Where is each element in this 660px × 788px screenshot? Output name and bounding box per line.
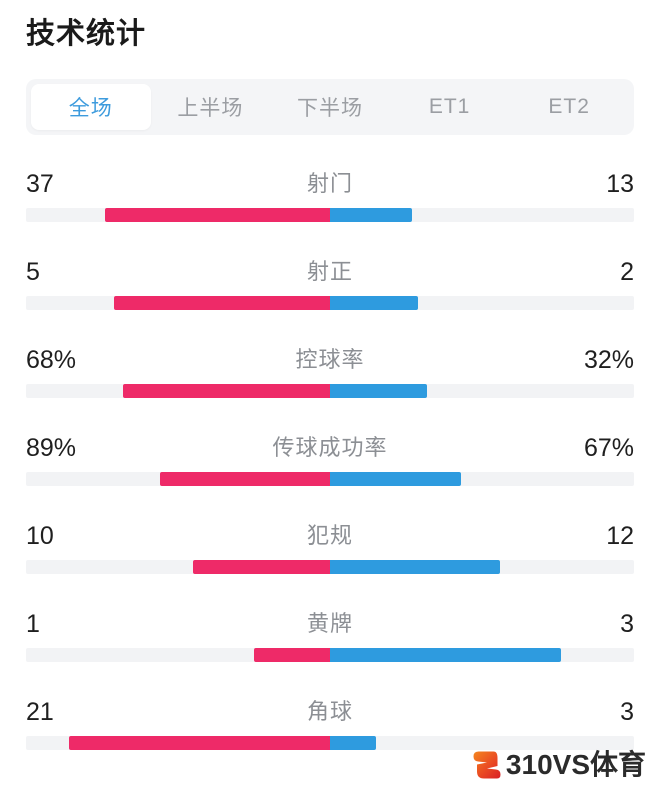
stat-bar-home: [114, 296, 330, 310]
stat-away-value: 2: [620, 258, 634, 286]
stat-bar-away: [330, 296, 419, 310]
stat-bar-home: [105, 208, 330, 222]
stat-bar-track: [26, 736, 634, 750]
stat-label: 黄牌: [306, 611, 353, 636]
watermark: 310VS体育: [473, 750, 646, 780]
stat-bar-away: [330, 208, 413, 222]
stat-bar-home: [123, 384, 330, 398]
stat-header: 10 犯规 12: [26, 520, 634, 552]
stat-row: 68% 控球率 32%: [0, 336, 660, 424]
stat-away-value: 32%: [583, 346, 634, 374]
stat-label: 犯规: [306, 523, 353, 548]
stat-bar-home: [68, 736, 330, 750]
stat-bar-home: [159, 472, 330, 486]
stat-row: 37 射门 13: [0, 160, 660, 248]
stat-bar-track: [26, 296, 634, 310]
stat-away-value: 13: [606, 170, 634, 198]
stat-header: 21 角球 3: [26, 696, 634, 728]
stat-header: 68% 控球率 32%: [26, 344, 634, 376]
period-tab-bar: 全场 上半场 下半场 ET1 ET2: [26, 79, 634, 135]
stat-home-value: 5: [26, 258, 40, 286]
stat-label: 射门: [306, 171, 353, 196]
stat-header: 89% 传球成功率 67%: [26, 432, 634, 464]
stat-home-value: 1: [26, 610, 40, 638]
stat-bar-track: [26, 384, 634, 398]
stat-bar-away: [330, 736, 376, 750]
stat-home-value: 68%: [26, 346, 77, 374]
tab-3[interactable]: ET1: [428, 95, 471, 118]
watermark-text: 310VS体育: [505, 749, 646, 780]
stat-header: 37 射门 13: [26, 168, 634, 200]
stat-bar-home: [254, 648, 330, 662]
page-title: 技术统计: [26, 18, 147, 50]
tab-1[interactable]: 上半场: [177, 97, 244, 120]
stat-label: 控球率: [295, 347, 365, 372]
stat-bar-away: [330, 472, 461, 486]
stat-home-value: 10: [26, 522, 54, 550]
stat-header: 5 射正 2: [26, 256, 634, 288]
tab-2[interactable]: 下半场: [296, 97, 363, 120]
stat-row: 21 角球 3: [0, 688, 660, 776]
stat-bar-home: [193, 560, 330, 574]
tab-0[interactable]: 全场: [31, 84, 151, 130]
stat-bar-track: [26, 472, 634, 486]
stat-row: 10 犯规 12: [0, 512, 660, 600]
stat-home-value: 89%: [26, 434, 77, 462]
stat-away-value: 12: [606, 522, 634, 550]
stat-header: 1 黄牌 3: [26, 608, 634, 640]
stat-row: 1 黄牌 3: [0, 600, 660, 688]
stat-away-value: 67%: [583, 434, 634, 462]
stat-label: 射正: [306, 259, 353, 284]
stat-bar-track: [26, 648, 634, 662]
stat-bar-away: [330, 648, 562, 662]
stat-row: 5 射正 2: [0, 248, 660, 336]
stat-bar-away: [330, 560, 501, 574]
tab-4[interactable]: ET2: [548, 95, 590, 118]
stat-row: 89% 传球成功率 67%: [0, 424, 660, 512]
stat-bar-away: [330, 384, 428, 398]
stat-label: 角球: [306, 699, 353, 724]
stat-home-value: 21: [26, 698, 54, 726]
stat-away-value: 3: [620, 610, 634, 638]
stat-bar-track: [26, 560, 634, 574]
stat-label: 传球成功率: [272, 435, 388, 460]
stat-bar-track: [26, 208, 634, 222]
stat-home-value: 37: [26, 170, 54, 198]
lightning-bolt-icon: [473, 751, 501, 779]
stat-away-value: 3: [620, 698, 634, 726]
statistics-list: 37 射门 13 5 射正 2 68% 控球率 32% 89% 传球成功率 67% 10 犯规 12 1 黄牌 3…: [0, 160, 660, 776]
